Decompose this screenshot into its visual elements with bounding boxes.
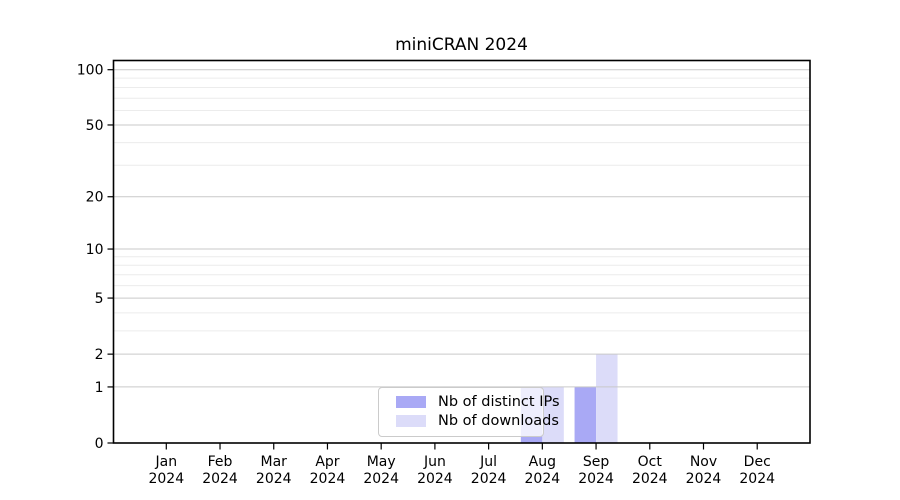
x-tick-label-month: Sep [583,454,610,470]
x-tick-label-month: Jul [479,454,497,470]
y-tick-label: 5 [95,291,104,307]
x-tick-label-year: 2024 [471,471,507,487]
x-tick-label-month: Nov [690,454,717,470]
x-tick-label-year: 2024 [686,471,722,487]
bar-ips-sep [574,386,597,443]
bar-downloads-sep [596,354,618,443]
x-tick-label-month: May [367,454,396,470]
y-tick-label: 10 [86,242,104,258]
x-tick-label-month: Jun [423,454,446,470]
y-tick-label: 100 [77,63,104,79]
x-tick-label-month: Dec [744,454,771,470]
x-tick-label-year: 2024 [578,471,614,487]
legend-swatch-distinct-ips-icon [396,396,426,408]
x-tick-label-year: 2024 [310,471,346,487]
x-tick-label-year: 2024 [148,471,184,487]
x-tick-label-year: 2024 [632,471,668,487]
y-tick-label: 0 [95,436,104,452]
x-tick-label-year: 2024 [202,471,238,487]
y-tick-label: 2 [95,347,104,363]
y-tick-label: 1 [95,380,104,396]
x-tick-label-month: Feb [208,454,233,470]
x-tick-label-year: 2024 [739,471,775,487]
x-tick-label-month: Jan [155,454,178,470]
x-tick-label-year: 2024 [417,471,453,487]
x-tick-label-month: Apr [315,454,339,470]
x-tick-label-year: 2024 [256,471,292,487]
legend-swatch-downloads-icon [396,415,426,427]
y-tick-label: 50 [86,118,104,134]
legend-label-downloads: Nb of downloads [438,412,559,429]
legend-label-distinct-ips: Nb of distinct IPs [438,393,560,410]
x-tick-label-year: 2024 [363,471,399,487]
x-tick-label-month: Aug [529,454,556,470]
x-tick-label-month: Mar [261,454,288,470]
bar-downloads-aug [542,386,564,443]
x-tick-label-year: 2024 [525,471,561,487]
x-tick-label-month: Oct [638,454,663,470]
legend-item-distinct-ips: Nb of distinct IPs [396,395,560,409]
y-tick-label: 20 [86,190,104,206]
legend: Nb of distinct IPs Nb of downloads [378,387,560,437]
plot-border [112,59,811,444]
chart-title: miniCRAN 2024 [395,35,528,55]
legend-item-downloads: Nb of downloads [396,414,559,428]
